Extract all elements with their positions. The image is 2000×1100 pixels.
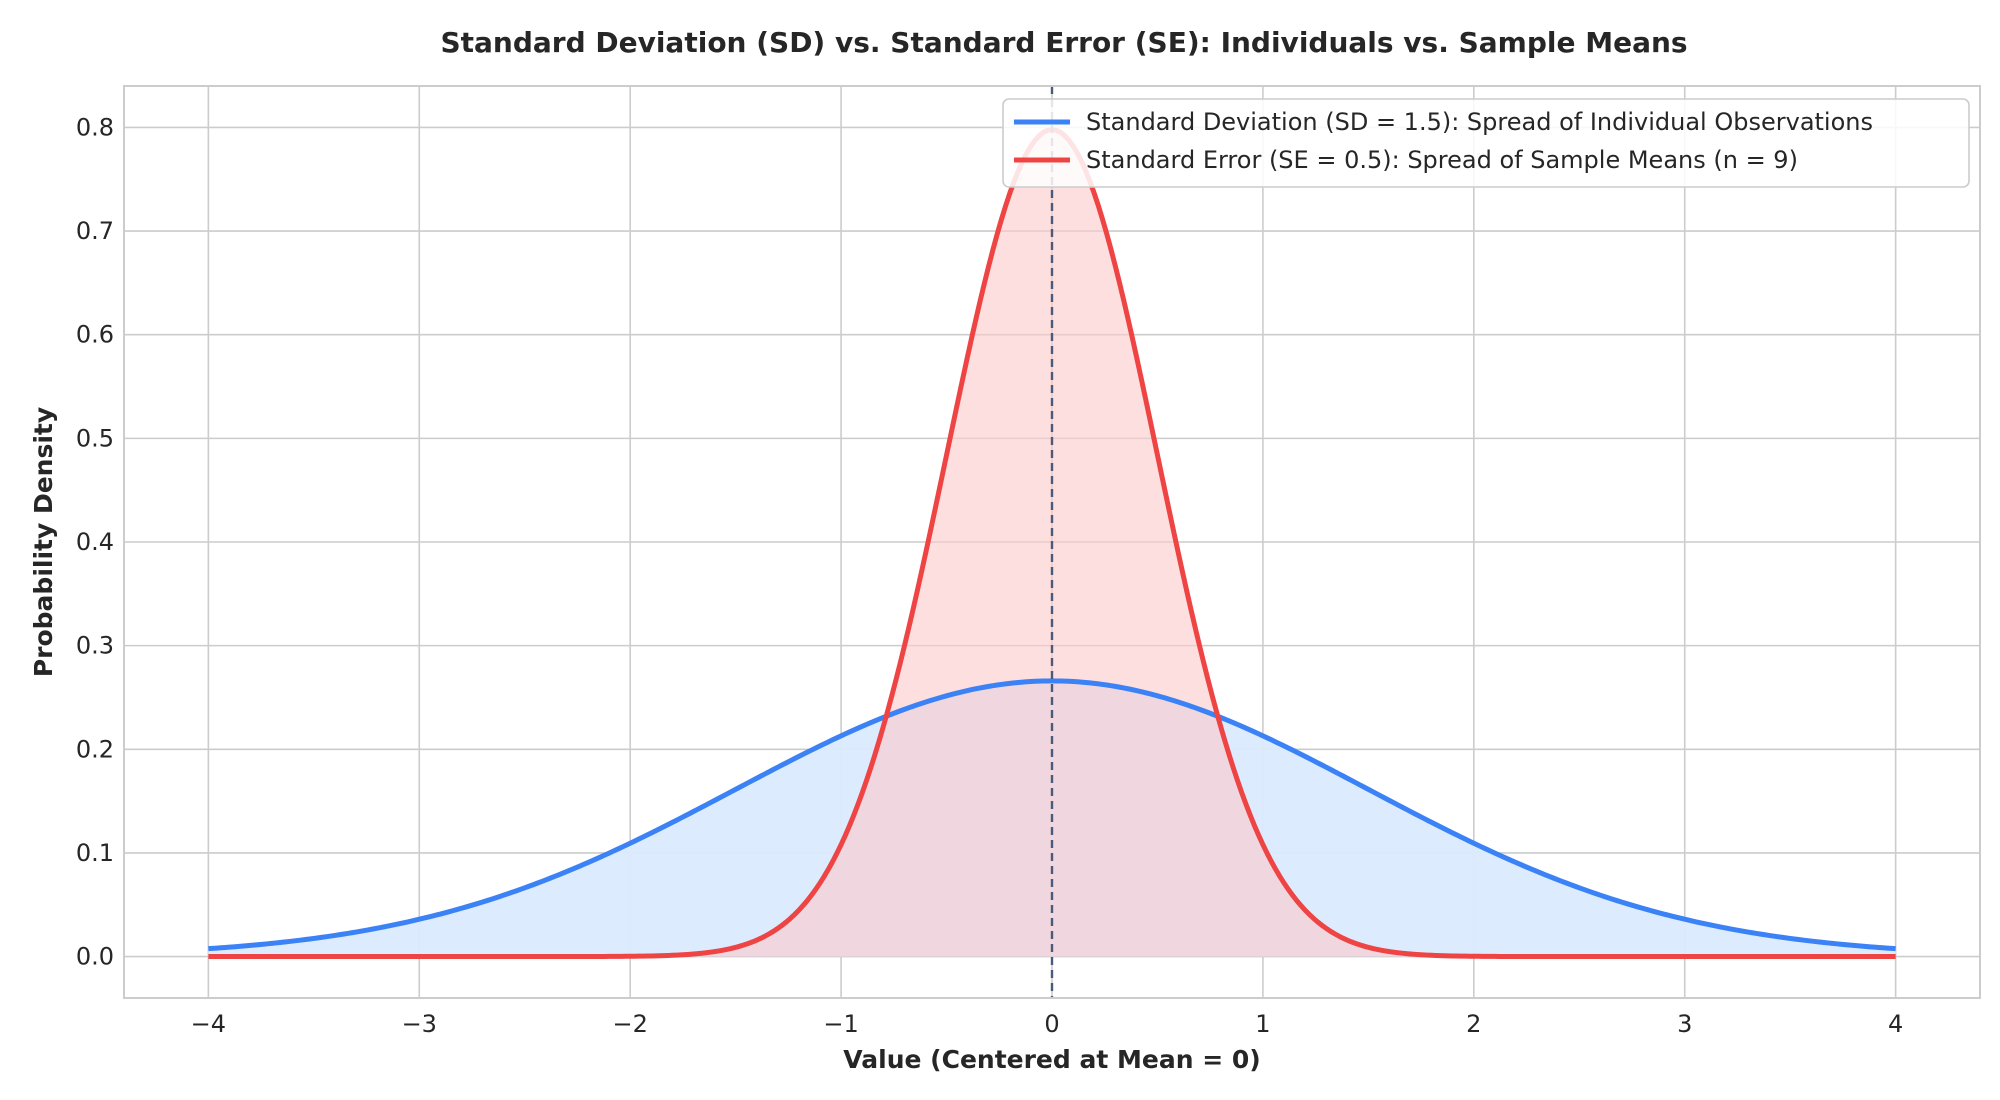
x-tick-label: −2 xyxy=(612,1010,647,1038)
y-tick-label: 0.5 xyxy=(76,424,114,452)
legend: Standard Deviation (SD = 1.5): Spread of… xyxy=(1002,98,1970,188)
legend-label-sd: Standard Deviation (SD = 1.5): Spread of… xyxy=(1086,108,1873,136)
plot-frame xyxy=(123,85,1981,999)
legend-label-se: Standard Error (SE = 0.5): Spread of Sam… xyxy=(1086,146,1798,174)
x-tick-label: 2 xyxy=(1466,1010,1481,1038)
y-tick-label: 0.2 xyxy=(76,735,114,763)
y-tick-label: 0.3 xyxy=(76,632,114,660)
y-tick-label: 0.6 xyxy=(76,321,114,349)
x-tick-label: −1 xyxy=(823,1010,858,1038)
y-tick-label: 0.8 xyxy=(76,113,114,141)
x-tick-label: 0 xyxy=(1044,1010,1059,1038)
x-tick-label: 3 xyxy=(1677,1010,1692,1038)
x-tick-label: 1 xyxy=(1255,1010,1270,1038)
x-tick-label: −3 xyxy=(402,1010,437,1038)
legend-box xyxy=(1002,98,1970,188)
x-tick-label: −4 xyxy=(191,1010,226,1038)
line-sd xyxy=(208,678,1896,952)
y-tick-label: 0.4 xyxy=(76,528,114,556)
x-axis-label: Value (Centered at Mean = 0) xyxy=(843,1045,1260,1074)
x-tick-labels: −4 −3 −2 −1 0 1 2 3 4 xyxy=(191,1010,1904,1038)
y-tick-label: 0.1 xyxy=(76,839,114,867)
x-tick-label: 4 xyxy=(1888,1010,1903,1038)
y-axis-label: Probability Density xyxy=(29,407,58,677)
chart-title: Standard Deviation (SD) vs. Standard Err… xyxy=(440,26,1687,59)
y-tick-label: 0.0 xyxy=(76,943,114,971)
y-tick-label: 0.7 xyxy=(76,217,114,245)
y-tick-labels: 0.0 0.1 0.2 0.3 0.4 0.5 0.6 0.7 0.8 xyxy=(76,113,114,970)
